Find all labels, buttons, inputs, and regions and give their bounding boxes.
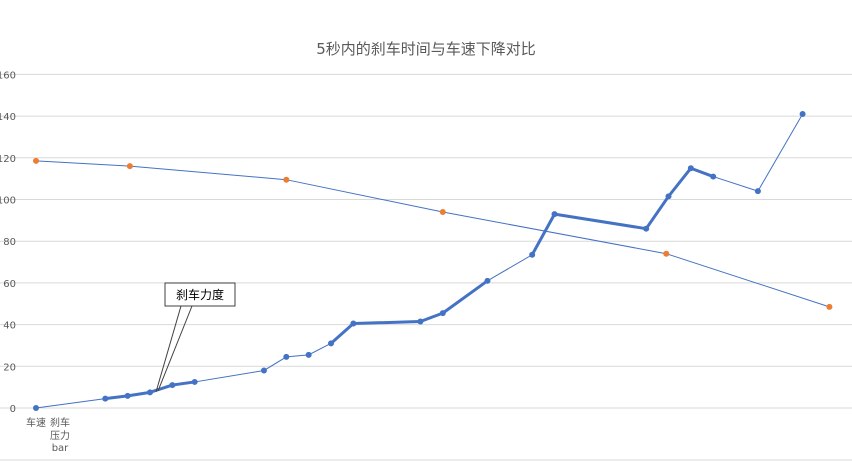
speed-data-point: [126, 163, 133, 170]
brake-pressure-data-point: [417, 318, 424, 325]
brake-pressure-data-point: [665, 193, 672, 200]
y-tick-label: 40: [3, 321, 16, 332]
y-tick-label: 20: [3, 362, 16, 373]
speed-data-point: [663, 250, 670, 257]
brake-pressure-data-point: [124, 392, 131, 399]
brake-pressure-line-emphasis: [330, 279, 489, 345]
speed-data-point: [826, 303, 833, 310]
callout-pointer-line: [155, 305, 182, 393]
y-tick-label: 120: [0, 154, 16, 165]
callout-label: 刹车力度: [176, 287, 224, 302]
brake-pressure-data-point: [305, 351, 312, 358]
brake-pressure-data-point: [283, 353, 290, 360]
y-tick-label: 160: [0, 70, 16, 81]
callout-box: [164, 282, 236, 307]
brake-pressure-data-point: [710, 173, 717, 180]
speed-series-line: [35, 160, 830, 308]
brake-pressure-data-point: [350, 320, 357, 327]
brake-pressure-line-emphasis: [530, 212, 647, 256]
brake-pressure-data-point: [260, 367, 267, 374]
brake-pressure-line-emphasis: [644, 166, 714, 230]
brake-pressure-data-point: [643, 225, 650, 232]
brake-pressure-data-point: [754, 188, 761, 195]
series-points: [33, 111, 833, 411]
brake-pressure-data-point: [169, 382, 176, 389]
brake-pressure-data-point: [484, 277, 491, 284]
brake-pressure-data-point: [33, 405, 39, 411]
y-axis-ticks: 0 20 40 60 80 100 120 140 160: [0, 70, 16, 415]
y-tick-label: 140: [0, 112, 16, 123]
brake-pressure-data-point: [191, 378, 198, 385]
category-label: 压力: [50, 429, 70, 442]
callout-pointer-line: [157, 305, 193, 392]
brake-pressure-data-point: [529, 251, 536, 258]
chart-title: 5秒内的刹车时间与车速下降对比: [316, 40, 536, 58]
y-tick-label: 60: [3, 279, 16, 290]
y-tick-label: 0: [10, 404, 16, 415]
brake-pressure-data-point: [687, 165, 694, 172]
y-tick-label: 80: [3, 237, 16, 248]
category-label: 车速: [26, 416, 46, 429]
brake-pressure-data-point: [799, 111, 806, 118]
brake-pressure-data-point: [551, 211, 558, 218]
brake-pressure-data-point: [146, 389, 153, 396]
speed-data-point: [33, 157, 39, 164]
category-label: 刹车: [50, 416, 70, 429]
y-tick-label: 100: [0, 196, 16, 207]
brake-pressure-data-point: [102, 395, 109, 402]
brake-pressure-data-point: [328, 340, 335, 347]
category-label: bar: [52, 443, 69, 454]
callout: 刹车力度: [155, 282, 236, 393]
brake-pressure-data-point: [439, 310, 446, 317]
speed-data-point: [283, 176, 290, 183]
speed-data-point: [439, 209, 446, 216]
grid-lines: [0, 73, 852, 461]
